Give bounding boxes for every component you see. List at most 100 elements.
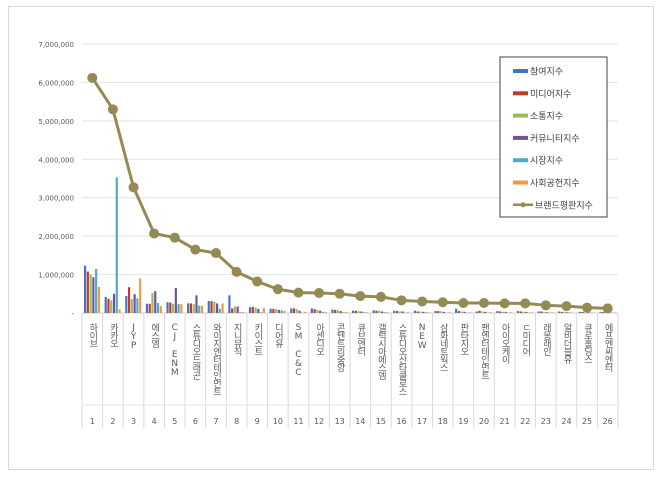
category-label: 하이브 [87,323,97,347]
bar-참여지수 [84,265,87,313]
bar-시장지수 [239,312,242,313]
bar-소통지수 [151,293,154,313]
line-point [520,298,531,309]
bar-커뮤니티지수 [154,291,157,313]
legend-label: 소통지수 [530,111,563,122]
bar-소통지수 [130,299,133,313]
bar-참여지수 [578,311,581,313]
bar-커뮤니티지수 [463,311,466,313]
bar-참여지수 [166,302,169,313]
category-label: 스튜디오드래곤 [190,323,200,380]
bar-미디어지수 [231,308,234,313]
bar-참여지수 [248,307,252,313]
legend-swatch [513,180,528,185]
bar-커뮤니티지수 [545,312,549,313]
rank-label: 10 [273,417,283,426]
y-tick-label: 7,000,000 [38,41,74,49]
line-point [128,182,139,193]
category-label: 카카오 [108,323,118,347]
bar-사회공헌지수 [345,311,348,313]
bar-사회공헌지수 [510,312,513,313]
bar-사회공헌지수 [530,312,533,313]
bar-커뮤니티지수 [92,277,95,313]
bar-소통지수 [357,311,360,313]
bar-미디어지수 [313,309,316,313]
category-label: 에프엔씨엔터 [603,323,613,373]
bar-미디어지수 [292,308,296,313]
rank-label: 6 [193,417,198,426]
bar-사회공헌지수 [283,311,286,313]
legend-label: 참여지수 [530,66,563,78]
y-tick-label: 2,000,000 [38,233,74,241]
legend-label: 커뮤니티지수 [530,133,580,144]
bar-시장지수 [383,312,386,313]
bar-참여지수 [187,303,190,313]
bar-미디어지수 [560,311,564,313]
bar-참여지수 [413,310,417,313]
bar-사회공헌지수 [221,303,224,313]
bar-미디어지수 [499,311,502,313]
rank-label: 14 [355,417,365,426]
bar-소통지수 [172,303,175,313]
line-point [231,266,242,277]
category-label: 지니뮤직 [232,323,242,357]
bar-사회공헌지수 [159,306,162,313]
bar-미디어지수 [189,303,193,313]
line-point [458,298,469,309]
rank-label: 22 [520,417,530,426]
bar-시장지수 [95,268,98,313]
line-point [293,287,304,298]
category-label: 팬엔터테인먼트 [479,323,489,379]
bar-커뮤니티지수 [174,288,177,313]
category-label: 알비더블유 [561,323,571,365]
bar-시장지수 [260,312,263,313]
category-label: 콘텐트리중앙 [335,323,345,372]
bar-소통지수 [254,307,257,313]
category-label: 스튜디오산타클로스 [397,323,407,395]
line-point [479,298,489,309]
bar-사회공헌지수 [365,312,369,313]
category-label: 아센디오 [314,323,324,355]
bar-참여지수 [207,301,210,313]
bar-미디어지수 [148,303,151,313]
rank-label: 7 [213,417,218,426]
bar-소통지수 [316,309,319,313]
bar-커뮤니티지수 [112,293,116,313]
rank-label: 15 [376,417,386,426]
bar-커뮤니티지수 [484,311,487,313]
bar-미디어지수 [581,311,584,313]
bar-커뮤니티지수 [442,311,445,313]
bar-참여지수 [434,311,437,313]
bar-소통지수 [336,310,340,313]
legend-label: 사회공헌지수 [530,178,580,189]
bar-미디어지수 [251,306,254,313]
line-point [87,72,98,83]
bar-사회공헌지수 [97,286,101,313]
bar-시장지수 [136,298,139,313]
category-label: 아이오케이 [500,323,510,365]
line-point [211,248,221,259]
bar-커뮤니티지수 [133,294,136,313]
rank-label: 9 [255,417,260,426]
bar-사회공헌지수 [200,305,204,313]
bar-사회공헌지수 [118,309,121,313]
bar-참여지수 [125,296,128,313]
line-point [561,301,572,312]
rank-label: 19 [458,417,468,426]
bar-사회공헌지수 [180,304,183,313]
bar-참여지수 [145,303,149,313]
bar-미디어지수 [478,310,481,313]
bar-사회공헌지수 [262,308,265,313]
bar-커뮤니티지수 [380,311,384,313]
bar-사회공헌지수 [427,312,430,313]
category-label: 갤럭시아에스엠 [376,322,386,380]
bar-미디어지수 [519,311,522,313]
legend-swatch [513,158,528,163]
bar-미디어지수 [86,271,89,313]
bar-시장지수 [198,305,201,313]
bar-참여지수 [475,311,478,313]
y-tick-label: 6,000,000 [38,79,74,87]
bar-시장지수 [424,312,428,313]
bar-참여지수 [331,309,334,313]
